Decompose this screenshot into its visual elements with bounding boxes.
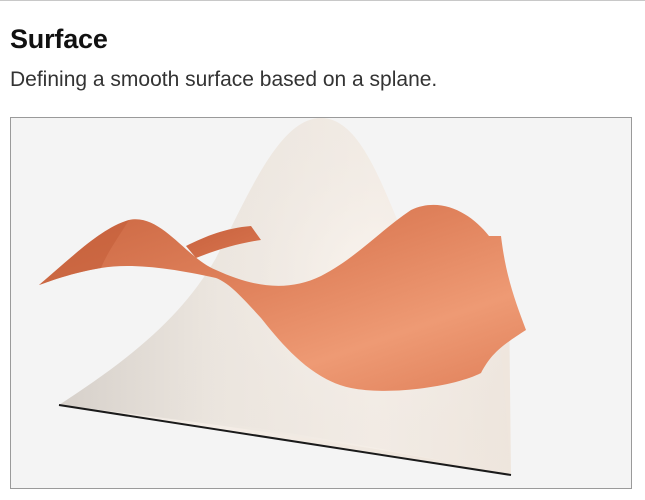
page-subtitle: Defining a smooth surface based on a spl… xyxy=(10,68,438,91)
3d-scene xyxy=(39,118,526,476)
3d-viewport[interactable] xyxy=(10,117,632,489)
spline-fold-shadow xyxy=(39,220,129,285)
spline-surface xyxy=(39,204,526,391)
base-edge xyxy=(58,404,512,476)
top-divider xyxy=(0,0,645,1)
spline-surface-back xyxy=(186,226,261,258)
page-title: Surface xyxy=(10,24,108,54)
